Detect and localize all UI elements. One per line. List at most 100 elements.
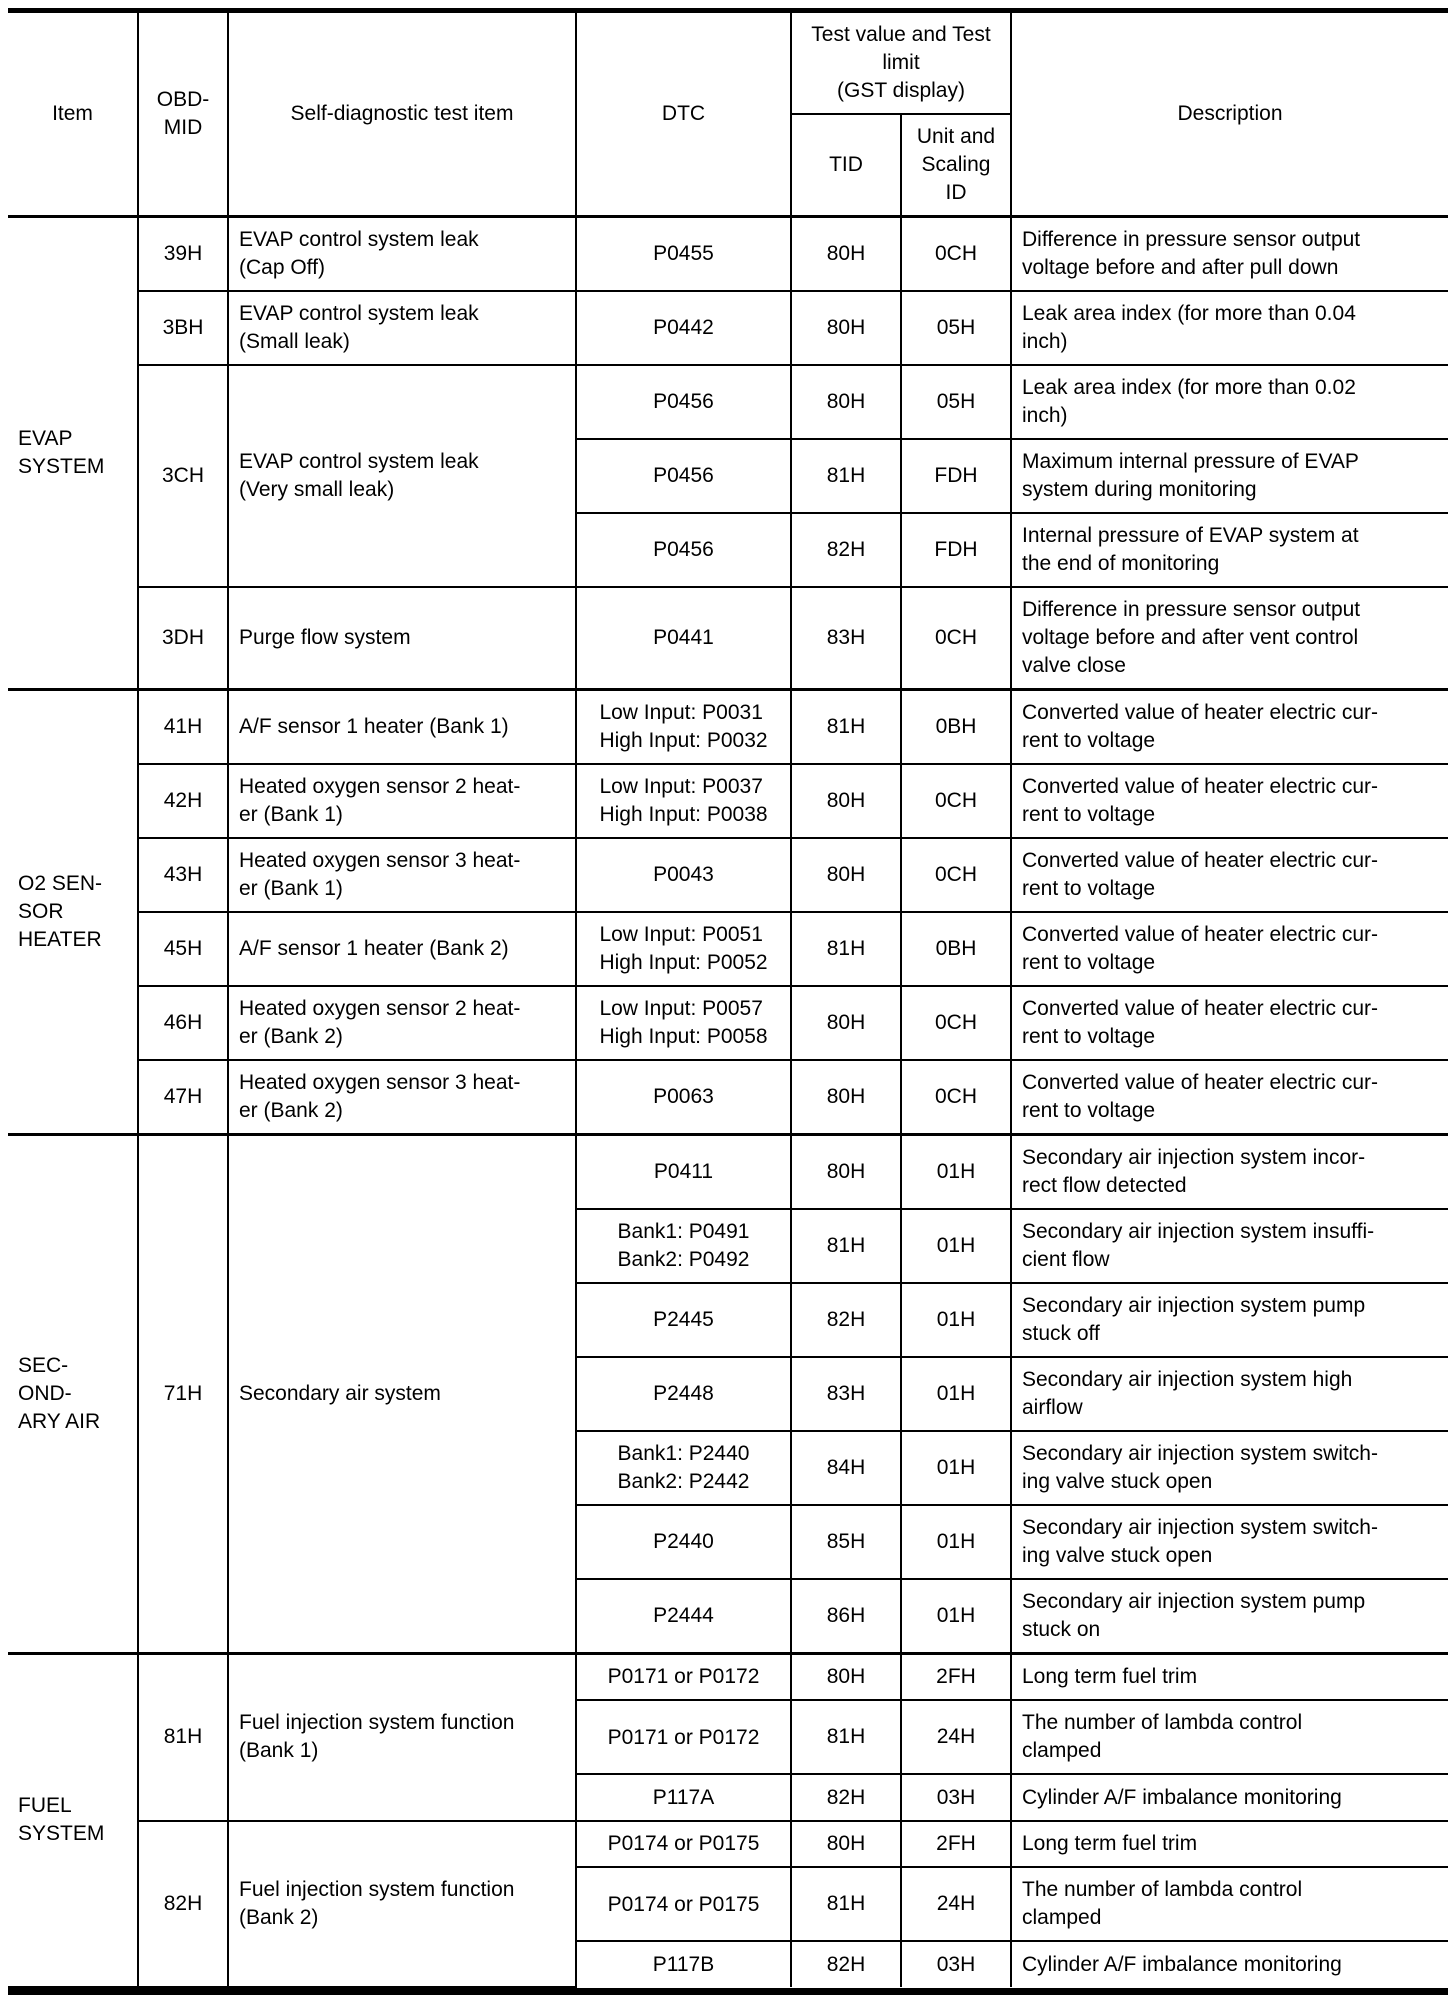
- obd-mid-cell: 45H: [137, 911, 229, 987]
- description-cell: Converted value of heater electric cur- …: [1010, 688, 1448, 765]
- dtc-cell: P0456: [575, 512, 792, 588]
- table-row: P0171 or P0172 81H 24H The number of lam…: [8, 1699, 1448, 1776]
- description-cell: Secondary air injection system pump stuc…: [1010, 1282, 1448, 1358]
- unit-scaling-cell: 0CH: [900, 215, 1012, 292]
- tid-cell: 82H: [790, 1773, 902, 1822]
- table-row: 42H Heated oxygen sensor 2 heat- er (Ban…: [8, 763, 1448, 839]
- dtc-cell: P0174 or P0175: [575, 1819, 792, 1869]
- dtc-value: P2448: [653, 1382, 714, 1406]
- dtc-cell: P117B: [575, 1940, 792, 1987]
- unit-scaling-cell: 01H: [900, 1504, 1012, 1580]
- table-row: P0174 or P0175 81H 24H The number of lam…: [8, 1866, 1448, 1943]
- dtc-value: P0455: [653, 242, 714, 266]
- test-item-cell: Heated oxygen sensor 2 heat- er (Bank 1): [227, 763, 577, 839]
- dtc-value: P0411: [653, 1160, 714, 1184]
- dtc-value: P0456: [653, 390, 714, 414]
- tid-cell: 82H: [790, 1282, 902, 1358]
- table-row: 3BH EVAP control system leak (Small leak…: [8, 290, 1448, 366]
- obd-mid-cell: 47H: [137, 1059, 229, 1136]
- table-row: FUEL SYSTEM 81H Fuel injection system fu…: [8, 1651, 1448, 1988]
- tid-cell: 80H: [790, 837, 902, 913]
- dtc-cell: P2440: [575, 1504, 792, 1580]
- dtc-cell: P2445: [575, 1282, 792, 1358]
- diagnostic-table: Item OBD- MID Self-diagnostic test item …: [8, 13, 1448, 1988]
- tid-cell: 81H: [790, 1699, 902, 1776]
- unit-scaling-cell: 05H: [900, 290, 1012, 366]
- description-cell: The number of lambda control clamped: [1010, 1699, 1448, 1776]
- table-row: P0456 81H FDH Maximum internal pressure …: [8, 438, 1448, 514]
- dtc-value: P0174 or P0175: [607, 1892, 760, 1916]
- dtc-value: Bank1: P0491 Bank2: P0492: [617, 1220, 750, 1271]
- table-row: 82H Fuel injection system function (Bank…: [8, 1819, 1448, 1988]
- unit-scaling-cell: 0CH: [900, 985, 1012, 1061]
- obd-mid-cell: 82H: [137, 1819, 229, 1988]
- description-cell: Secondary air injection system high airf…: [1010, 1356, 1448, 1432]
- dtc-value: P2440: [653, 1530, 714, 1554]
- tid-cell: 85H: [790, 1504, 902, 1580]
- dtc-value: P0441: [653, 626, 714, 650]
- unit-scaling-cell: 03H: [900, 1940, 1012, 1987]
- description-cell: Internal pressure of EVAP system at the …: [1010, 512, 1448, 588]
- unit-scaling-cell: 03H: [900, 1773, 1012, 1822]
- dtc-value: P0043: [653, 863, 714, 887]
- dtc-cell: P0171 or P0172: [575, 1699, 792, 1776]
- dtc-value: P117B: [652, 1952, 715, 1976]
- obd-mid-cell: 71H: [137, 1133, 229, 1655]
- dtc-cell: P0411: [575, 1133, 792, 1210]
- obd-mid-cell: 41H: [137, 688, 229, 765]
- tid-cell: 80H: [790, 1652, 902, 1702]
- unit-scaling-cell: 2FH: [900, 1819, 1012, 1869]
- dtc-value: P0063: [653, 1085, 714, 1109]
- description-cell: Long term fuel trim: [1010, 1652, 1448, 1702]
- table-row: Bank1: P2440 Bank2: P2442 84H 01H Second…: [8, 1430, 1448, 1506]
- tid-cell: 80H: [790, 1819, 902, 1869]
- test-item-cell: EVAP control system leak (Small leak): [227, 290, 577, 366]
- unit-scaling-cell: 05H: [900, 364, 1012, 440]
- tid-cell: 80H: [790, 985, 902, 1061]
- description-cell: Secondary air injection system switch- i…: [1010, 1430, 1448, 1506]
- description-cell: Cylinder A/F imbalance monitoring: [1010, 1940, 1448, 1987]
- tid-cell: 83H: [790, 586, 902, 691]
- obd-mid-cell: 42H: [137, 763, 229, 839]
- table-row: 47H Heated oxygen sensor 3 heat- er (Ban…: [8, 1059, 1448, 1136]
- header-unit-scaling: Unit and Scaling ID: [900, 114, 1012, 218]
- header-description: Description: [1010, 13, 1448, 218]
- test-item-cell: A/F sensor 1 heater (Bank 2): [227, 911, 577, 987]
- unit-scaling-cell: 24H: [900, 1866, 1012, 1943]
- table-row: 3DH Purge flow system P0441 83H 0CH Diff…: [8, 586, 1448, 691]
- unit-scaling-cell: 2FH: [900, 1652, 1012, 1702]
- item-cell: EVAP SYSTEM: [8, 215, 139, 691]
- dtc-cell: Low Input: P0031 High Input: P0032: [575, 688, 792, 765]
- description-cell: Cylinder A/F imbalance monitoring: [1010, 1773, 1448, 1822]
- obd-mid-cell: 3BH: [137, 290, 229, 366]
- dtc-cell: Bank1: P0491 Bank2: P0492: [575, 1208, 792, 1284]
- unit-scaling-cell: 01H: [900, 1356, 1012, 1432]
- table-row: EVAP SYSTEM 39H EVAP control system leak…: [8, 215, 1448, 691]
- obd-mid-cell: 39H: [137, 215, 229, 292]
- unit-scaling-cell: 01H: [900, 1133, 1012, 1210]
- description-cell: Leak area index (for more than 0.02 inch…: [1010, 364, 1448, 440]
- table-row: P2448 83H 01H Secondary air injection sy…: [8, 1356, 1448, 1432]
- header-test-value-limit: Test value and Test limit (GST display): [790, 13, 1012, 115]
- header-test-item: Self-diagnostic test item: [227, 13, 577, 218]
- test-item-cell: Secondary air system: [227, 1133, 577, 1655]
- dtc-cell: P2448: [575, 1356, 792, 1432]
- obd-mid-cell: 46H: [137, 985, 229, 1061]
- header-row-top: Item OBD- MID Self-diagnostic test item …: [8, 13, 1448, 218]
- description-cell: Maximum internal pressure of EVAP system…: [1010, 438, 1448, 514]
- dtc-value: Low Input: P0031 High Input: P0032: [599, 701, 768, 752]
- dtc-cell: P0171 or P0172: [575, 1652, 792, 1702]
- description-cell: Leak area index (for more than 0.04 inch…: [1010, 290, 1448, 366]
- obd-mid-cell: 43H: [137, 837, 229, 913]
- unit-scaling-cell: 01H: [900, 1208, 1012, 1284]
- unit-scaling-cell: 0BH: [900, 688, 1012, 765]
- unit-scaling-cell: FDH: [900, 512, 1012, 588]
- table-row: SEC- OND- ARY AIR 71H Secondary air syst…: [8, 1133, 1448, 1655]
- description-cell: Difference in pressure sensor output vol…: [1010, 215, 1448, 292]
- test-item-cell: Purge flow system: [227, 586, 577, 691]
- tid-cell: 81H: [790, 438, 902, 514]
- test-item-cell: Fuel injection system function (Bank 1): [227, 1651, 577, 1822]
- description-cell: Secondary air injection system pump stuc…: [1010, 1578, 1448, 1655]
- unit-scaling-cell: 01H: [900, 1282, 1012, 1358]
